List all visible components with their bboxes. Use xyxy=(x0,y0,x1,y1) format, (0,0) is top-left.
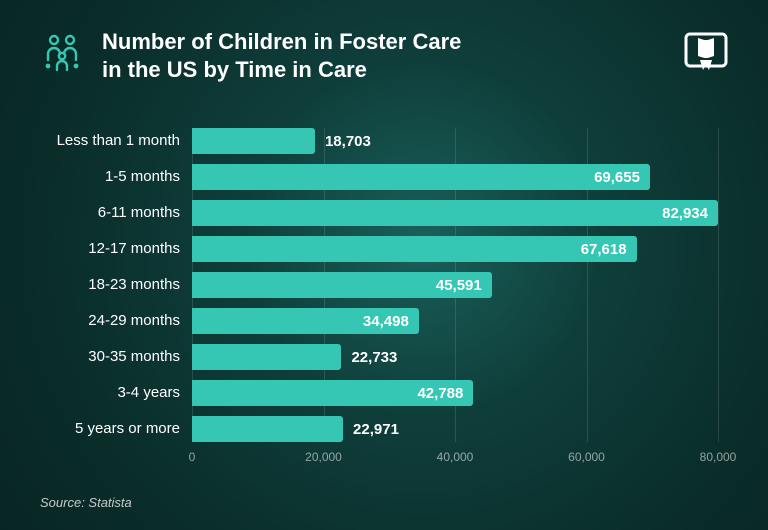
bar-value: 69,655 xyxy=(594,169,640,186)
bar-value: 82,934 xyxy=(662,205,708,222)
category-label: 18-23 months xyxy=(40,272,192,298)
category-label: 12-17 months xyxy=(40,236,192,262)
page-title: Number of Children in Foster Care in the… xyxy=(102,28,461,83)
x-axis: 020,00040,00060,00080,000 xyxy=(192,444,718,472)
bar-row: 67,618 xyxy=(192,236,718,262)
bar: 22,733 xyxy=(192,344,341,370)
bar-row: 42,788 xyxy=(192,380,718,406)
category-label: 30-35 months xyxy=(40,344,192,370)
plot-area: Less than 1 month18,7031-5 months69,6556… xyxy=(192,128,718,442)
bar-row: 34,498 xyxy=(192,308,718,334)
bar-row: 69,655 xyxy=(192,164,718,190)
bar-value: 22,971 xyxy=(353,421,399,438)
grid-line xyxy=(718,128,719,442)
x-tick-label: 0 xyxy=(189,450,196,464)
title-line-2: in the US by Time in Care xyxy=(102,57,367,82)
bar-row: 18,703 xyxy=(192,128,718,154)
brand-logo-icon xyxy=(678,24,734,85)
bar: 82,934 xyxy=(192,200,718,226)
bar-value: 45,591 xyxy=(436,277,482,294)
bar-row: 22,971 xyxy=(192,416,718,442)
category-label: 6-11 months xyxy=(40,200,192,226)
x-tick-label: 20,000 xyxy=(305,450,342,464)
bar: 42,788 xyxy=(192,380,473,406)
bar: 18,703 xyxy=(192,128,315,154)
source-label: Source: Statista xyxy=(40,495,132,510)
category-label: 5 years or more xyxy=(40,416,192,442)
bar-value: 18,703 xyxy=(325,133,371,150)
category-label: 24-29 months xyxy=(40,308,192,334)
family-icon xyxy=(40,30,84,79)
bar: 34,498 xyxy=(192,308,419,334)
bar-chart: Less than 1 month18,7031-5 months69,6556… xyxy=(40,128,728,472)
bar-row: 22,733 xyxy=(192,344,718,370)
bar-value: 22,733 xyxy=(351,349,397,366)
bar-row: 45,591 xyxy=(192,272,718,298)
bar-row: 82,934 xyxy=(192,200,718,226)
title-line-1: Number of Children in Foster Care xyxy=(102,29,461,54)
x-tick-label: 80,000 xyxy=(700,450,737,464)
bar: 69,655 xyxy=(192,164,650,190)
bar-value: 34,498 xyxy=(363,313,409,330)
header: Number of Children in Foster Care in the… xyxy=(0,0,768,83)
bar-value: 42,788 xyxy=(417,385,463,402)
category-label: 1-5 months xyxy=(40,164,192,190)
bar: 45,591 xyxy=(192,272,492,298)
bar: 22,971 xyxy=(192,416,343,442)
x-tick-label: 40,000 xyxy=(437,450,474,464)
category-label: Less than 1 month xyxy=(40,128,192,154)
category-label: 3-4 years xyxy=(40,380,192,406)
bar-value: 67,618 xyxy=(581,241,627,258)
x-tick-label: 60,000 xyxy=(568,450,605,464)
bar: 67,618 xyxy=(192,236,637,262)
